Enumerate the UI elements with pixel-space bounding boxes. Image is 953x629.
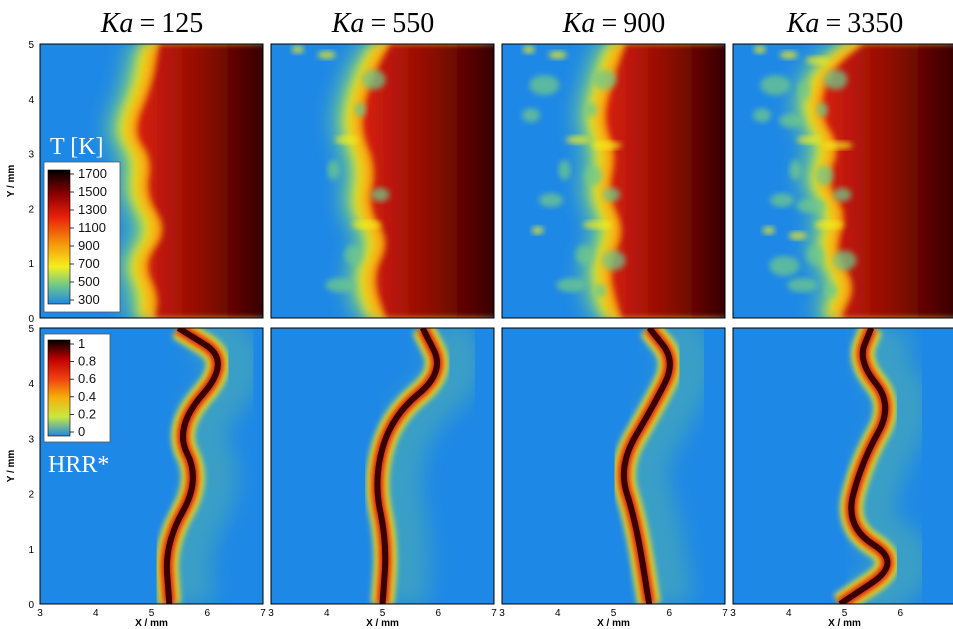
column-title-1: Ka = 125	[100, 8, 203, 39]
column-title-4: Ka = 3350	[786, 8, 903, 39]
hrr-colorbar-tick: 0.6	[78, 371, 96, 386]
panel-r2-c2	[270, 327, 495, 605]
x-tick-label: 3	[268, 608, 274, 619]
x-tick-label: 6	[897, 608, 903, 619]
x-tick-label: 6	[666, 608, 672, 619]
y-axis-label: Y / mm	[6, 450, 17, 483]
x-tick-label: 4	[555, 608, 561, 619]
x-tick-label: 5	[611, 608, 617, 619]
panel-r1-c1	[39, 43, 264, 319]
temperature-colorbar-tick: 900	[78, 238, 100, 253]
y-tick-label: 5	[28, 324, 34, 335]
temperature-field-label: T [K]	[50, 134, 104, 160]
temperature-colorbar-tick: 1300	[78, 202, 107, 217]
x-tick-label: 6	[435, 608, 441, 619]
x-tick-label: 7	[491, 608, 497, 619]
hrr-colorbar-tick: 0	[78, 424, 85, 439]
panel-r2-c4	[732, 327, 953, 605]
y-tick-label: 1	[28, 259, 34, 270]
hrr-colorbar-ticks: 1 0.8 0.6 0.4 0.2 0	[70, 336, 96, 439]
x-tick-label: 4	[93, 608, 99, 619]
y-tick-label: 1	[28, 545, 34, 556]
y-tick-label: 3	[28, 150, 34, 161]
hrr-colorbar-ramp	[47, 339, 71, 437]
temperature-colorbar-tick: 500	[78, 274, 100, 289]
y-tick-label: 4	[28, 379, 34, 390]
y-tick-label: 4	[28, 95, 34, 106]
x-tick-label: 4	[324, 608, 330, 619]
panel-r1-c4	[732, 43, 953, 319]
x-axis-label: X / mm	[597, 618, 630, 629]
y-tick-label: 0	[28, 314, 34, 325]
x-tick-label: 5	[149, 608, 155, 619]
x-tick-label: 3	[37, 608, 43, 619]
y-tick-label: 2	[28, 204, 34, 215]
hrr-colorbar-tick: 0.2	[78, 406, 96, 421]
hrr-colorbar-tick: 0.4	[78, 389, 96, 404]
y-tick-label: 2	[28, 490, 34, 501]
temperature-colorbar-ticks: 1700 1500 1300 1100 900 700 500 300	[70, 166, 107, 307]
hrr-colorbar-tick: 1	[78, 336, 85, 351]
temperature-colorbar-tick: 1500	[78, 184, 107, 199]
x-axis-label: X / mm	[828, 618, 861, 629]
x-tick-label: 4	[786, 608, 792, 619]
x-tick-label: 7	[722, 608, 728, 619]
x-axis-label: X / mm	[366, 618, 399, 629]
temperature-colorbar-tick: 1700	[78, 166, 107, 181]
column-title-3: Ka = 900	[562, 8, 665, 39]
panel-grid	[39, 43, 953, 605]
x-tick-label: 3	[730, 608, 736, 619]
hrr-colorbar: 1 0.8 0.6 0.4 0.2 0 HRR*	[43, 333, 111, 478]
column-titles: Ka = 125 Ka = 550 Ka = 900 Ka = 3350	[100, 8, 903, 39]
x-tick-label: 7	[260, 608, 266, 619]
x-tick-label: 6	[204, 608, 210, 619]
temperature-colorbar: T [K] 1700 1500 1300 1100 900 700 500 300	[43, 134, 121, 313]
panel-r1-c3	[501, 43, 726, 319]
y-tick-label: 0	[28, 600, 34, 611]
hrr-colorbar-tick: 0.8	[78, 354, 96, 369]
hrr-field-label: HRR*	[48, 452, 109, 478]
x-tick-label: 3	[499, 608, 505, 619]
y-tick-label: 3	[28, 434, 34, 445]
temperature-colorbar-tick: 300	[78, 292, 100, 307]
x-tick-label: 5	[842, 608, 848, 619]
x-tick-label: 5	[380, 608, 386, 619]
x-axis-label: X / mm	[135, 618, 168, 629]
temperature-colorbar-ramp	[47, 169, 71, 305]
panel-r2-c1	[39, 327, 264, 605]
y-axis-label: Y / mm	[6, 165, 17, 198]
column-title-2: Ka = 550	[331, 8, 434, 39]
panel-r2-c3	[501, 327, 726, 605]
temperature-colorbar-tick: 700	[78, 256, 100, 271]
temperature-colorbar-tick: 1100	[78, 220, 106, 235]
panel-r1-c2	[270, 43, 495, 319]
y-tick-label: 5	[28, 40, 34, 51]
